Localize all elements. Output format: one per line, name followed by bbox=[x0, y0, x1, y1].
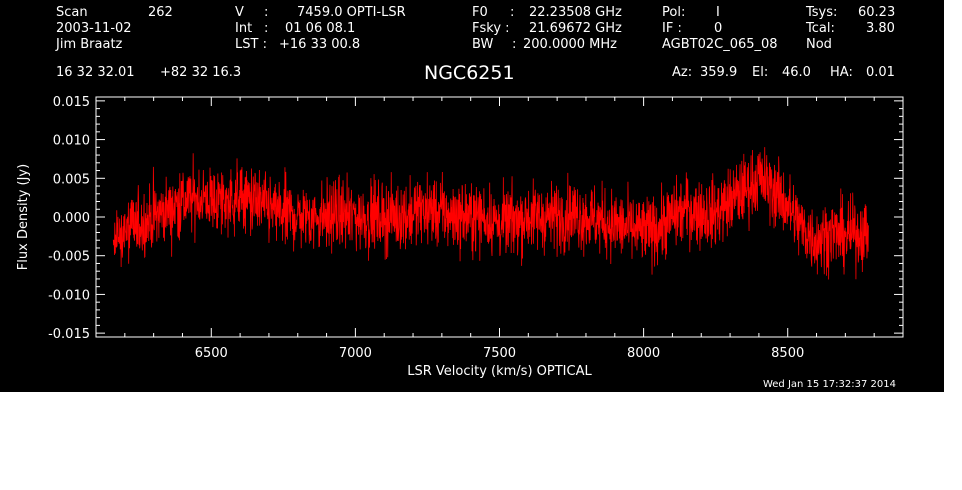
scan-number: 262 bbox=[148, 5, 173, 20]
elevation-label: El: bbox=[752, 65, 769, 80]
bandwidth-label: BW bbox=[472, 37, 494, 52]
x-tick-label: 8000 bbox=[627, 346, 660, 361]
y-tick-label: -0.015 bbox=[48, 327, 90, 342]
polarization-value: I bbox=[716, 5, 720, 20]
observing-mode: Nod bbox=[806, 37, 832, 52]
object-name: NGC6251 bbox=[424, 62, 515, 84]
plot-panel: Scan 262 2003-11-02 Jim Braatz V : 7459.… bbox=[0, 0, 944, 392]
rest-frequency-label: F0 bbox=[472, 5, 488, 20]
bandwidth-value: 200.0000 MHz bbox=[523, 37, 617, 52]
azimuth-value: 359.9 bbox=[700, 65, 738, 80]
if-label: IF : bbox=[662, 21, 682, 36]
hour-angle-value: 0.01 bbox=[866, 65, 895, 80]
sky-frequency-label: Fsky : bbox=[472, 21, 510, 36]
tsys-value: 60.23 bbox=[858, 5, 896, 20]
y-tick-label: 0.000 bbox=[53, 211, 90, 226]
lst-label: LST : bbox=[235, 37, 267, 52]
velocity-separator: : bbox=[264, 5, 269, 20]
spectrum-trace-layer bbox=[112, 147, 869, 280]
observer-name: Jim Braatz bbox=[56, 37, 123, 52]
velocity-value: 7459.0 OPTI-LSR bbox=[297, 5, 406, 20]
x-axis-label: LSR Velocity (km/s) OPTICAL bbox=[407, 364, 592, 379]
project-id: AGBT02C_065_08 bbox=[662, 37, 778, 52]
scan-label: Scan bbox=[56, 5, 88, 20]
right-ascension: 16 32 32.01 bbox=[56, 65, 135, 80]
y-tick-label: 0.005 bbox=[53, 172, 90, 187]
x-tick-label: 8500 bbox=[771, 346, 804, 361]
y-tick-label: 0.010 bbox=[53, 134, 90, 149]
declination: +82 32 16.3 bbox=[160, 65, 242, 80]
timestamp: Wed Jan 15 17:32:37 2014 bbox=[762, 379, 896, 390]
sky-frequency-value: 21.69672 GHz bbox=[529, 21, 622, 36]
tick-layer: 6500 7000 7500 8000 8500 0.015 0.010 0.005 0.000… bbox=[48, 95, 903, 361]
azimuth-label: Az: bbox=[672, 65, 693, 80]
tcal-value: 3.80 bbox=[866, 21, 895, 36]
integration-label: Int bbox=[235, 21, 253, 36]
x-tick-label: 6500 bbox=[195, 346, 228, 361]
integration-value: 01 06 08.1 bbox=[285, 21, 356, 36]
if-value: 0 bbox=[714, 21, 723, 36]
tsys-label: Tsys: bbox=[806, 5, 838, 20]
bandwidth-separator: : bbox=[512, 37, 517, 52]
elevation-value: 46.0 bbox=[782, 65, 811, 80]
x-tick-label: 7500 bbox=[483, 346, 516, 361]
rest-frequency-value: 22.23508 GHz bbox=[529, 5, 622, 20]
hour-angle-label: HA: bbox=[830, 65, 853, 80]
rest-frequency-separator: : bbox=[510, 5, 515, 20]
y-tick-label: -0.010 bbox=[48, 288, 90, 303]
y-tick-label: 0.015 bbox=[53, 95, 90, 110]
spectrum-line bbox=[112, 147, 869, 280]
x-tick-label: 7000 bbox=[339, 346, 372, 361]
polarization-label: Pol: bbox=[662, 5, 686, 20]
spectrum-chart: 6500 7000 7500 8000 8500 0.015 0.010 0.005 0.000… bbox=[16, 95, 904, 379]
lst-value: +16 33 00.8 bbox=[279, 37, 361, 52]
y-tick-label: -0.005 bbox=[48, 250, 90, 265]
observation-date: 2003-11-02 bbox=[56, 21, 132, 36]
velocity-label: V bbox=[235, 5, 244, 20]
y-axis-label: Flux Density (Jy) bbox=[16, 164, 31, 270]
integration-separator: : bbox=[264, 21, 269, 36]
tcal-label: Tcal: bbox=[806, 21, 835, 36]
